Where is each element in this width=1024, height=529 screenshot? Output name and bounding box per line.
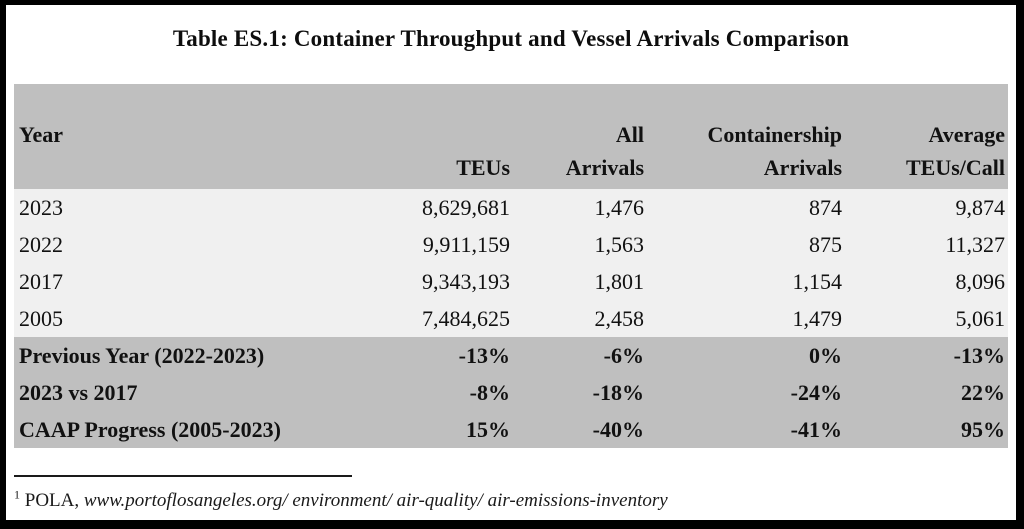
- col-header-teus-line1: [363, 118, 510, 151]
- table-row-2005: 2005 7,484,625 2,458 1,479 5,061: [14, 300, 1008, 337]
- containership-pct-cell: -41%: [647, 411, 845, 448]
- teus-cell: 8,629,681: [360, 189, 513, 226]
- teus-cell: 9,343,193: [360, 263, 513, 300]
- data-rows: 2023 8,629,681 1,476 874 9,874 2022 9,91…: [14, 189, 1008, 337]
- all-arrivals-pct-cell: -40%: [513, 411, 647, 448]
- col-header-year-line1: Year: [19, 122, 63, 147]
- containership-pct-cell: -24%: [647, 374, 845, 411]
- footnote-url: www.portoflosangeles.org/ environment/ a…: [83, 490, 668, 511]
- containership-arrivals-cell: 874: [647, 189, 845, 226]
- all-arrivals-cell: 2,458: [513, 300, 647, 337]
- table-row-2017: 2017 9,343,193 1,801 1,154 8,096: [14, 263, 1008, 300]
- avg-teus-call-cell: 11,327: [845, 226, 1008, 263]
- teus-pct-cell: -8%: [360, 374, 513, 411]
- summary-row-previous-year: Previous Year (2022-2023) -13% -6% 0% -1…: [14, 337, 1008, 374]
- col-header-year: Year: [14, 84, 360, 189]
- col-header-all-arrivals-line2: Arrivals: [565, 155, 644, 180]
- avg-pct-cell: 22%: [845, 374, 1008, 411]
- teus-cell: 7,484,625: [360, 300, 513, 337]
- year-cell: 2017: [14, 263, 360, 300]
- containership-arrivals-cell: 875: [647, 226, 845, 263]
- year-cell: 2023: [14, 189, 360, 226]
- summary-rows: Previous Year (2022-2023) -13% -6% 0% -1…: [14, 337, 1008, 448]
- year-cell: 2005: [14, 300, 360, 337]
- year-cell: 2022: [14, 226, 360, 263]
- all-arrivals-pct-cell: -18%: [513, 374, 647, 411]
- summary-label-cell: 2023 vs 2017: [14, 374, 360, 411]
- teus-pct-cell: -13%: [360, 337, 513, 374]
- containership-arrivals-cell: 1,479: [647, 300, 845, 337]
- footnote-separator-rule: [14, 475, 352, 477]
- avg-teus-call-cell: 8,096: [845, 263, 1008, 300]
- all-arrivals-cell: 1,476: [513, 189, 647, 226]
- col-header-teus: TEUs: [360, 84, 513, 189]
- col-header-containership-line2: Arrivals: [763, 155, 842, 180]
- avg-teus-call-cell: 5,061: [845, 300, 1008, 337]
- avg-teus-call-cell: 9,874: [845, 189, 1008, 226]
- containership-pct-cell: 0%: [647, 337, 845, 374]
- col-header-year-line2: [19, 151, 357, 184]
- summary-label-cell: CAAP Progress (2005-2023): [14, 411, 360, 448]
- teus-pct-cell: 15%: [360, 411, 513, 448]
- table-header: Year TEUs All Arrivals Containership Arr…: [14, 84, 1008, 189]
- summary-row-2023-vs-2017: 2023 vs 2017 -8% -18% -24% 22%: [14, 374, 1008, 411]
- footnote: 1 POLA, www.portoflosangeles.org/ enviro…: [14, 487, 1016, 512]
- throughput-table: Year TEUs All Arrivals Containership Arr…: [14, 84, 1008, 448]
- all-arrivals-pct-cell: -6%: [513, 337, 647, 374]
- all-arrivals-cell: 1,563: [513, 226, 647, 263]
- col-header-containership-line1: Containership: [707, 122, 842, 147]
- col-header-avg-teus-call: Average TEUs/Call: [845, 84, 1008, 189]
- col-header-avg-line1: Average: [928, 122, 1005, 147]
- avg-pct-cell: 95%: [845, 411, 1008, 448]
- col-header-avg-line2: TEUs/Call: [905, 155, 1005, 180]
- col-header-containership-arrivals: Containership Arrivals: [647, 84, 845, 189]
- footnote-source: POLA,: [24, 490, 80, 511]
- summary-row-caap-progress: CAAP Progress (2005-2023) 15% -40% -41% …: [14, 411, 1008, 448]
- col-header-teus-line2: TEUs: [456, 155, 510, 180]
- teus-cell: 9,911,159: [360, 226, 513, 263]
- avg-pct-cell: -13%: [845, 337, 1008, 374]
- table-row-2022: 2022 9,911,159 1,563 875 11,327: [14, 226, 1008, 263]
- document-page: Table ES.1: Container Throughput and Ves…: [6, 5, 1016, 520]
- header-row: Year TEUs All Arrivals Containership Arr…: [14, 84, 1008, 189]
- footnote-marker: 1: [14, 487, 20, 502]
- containership-arrivals-cell: 1,154: [647, 263, 845, 300]
- col-header-all-arrivals: All Arrivals: [513, 84, 647, 189]
- all-arrivals-cell: 1,801: [513, 263, 647, 300]
- table-row-2023: 2023 8,629,681 1,476 874 9,874: [14, 189, 1008, 226]
- col-header-all-arrivals-line1: All: [615, 122, 644, 147]
- summary-label-cell: Previous Year (2022-2023): [14, 337, 360, 374]
- table-title: Table ES.1: Container Throughput and Ves…: [172, 26, 850, 51]
